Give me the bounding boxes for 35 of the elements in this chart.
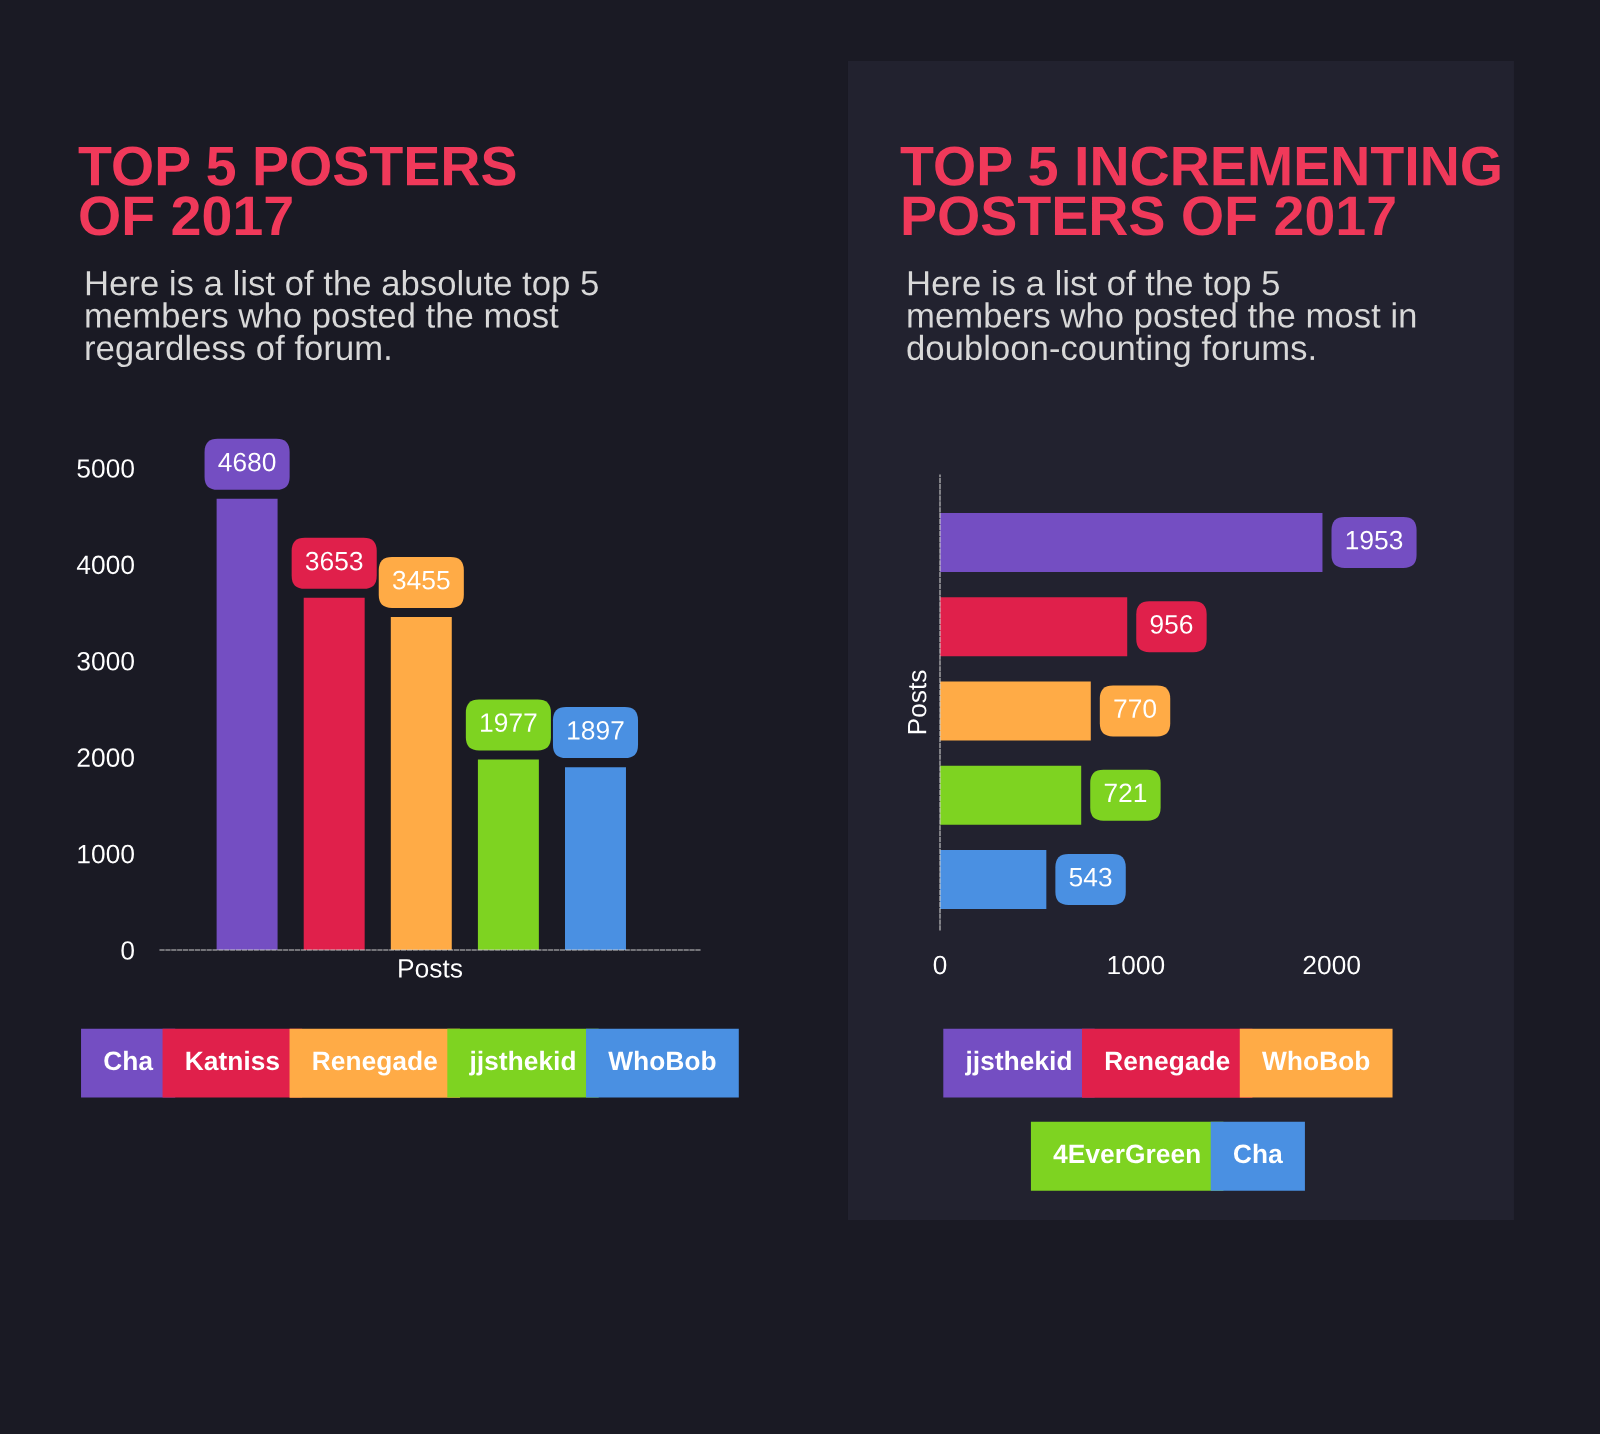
data-label: 3653 bbox=[305, 551, 363, 571]
text: jjsthekid bbox=[965, 1050, 1071, 1076]
text: Cha bbox=[1233, 1143, 1283, 1164]
data-label: 543 bbox=[1069, 867, 1112, 887]
data-label: 1953 bbox=[1346, 530, 1403, 550]
y-tick-label: 4000 bbox=[76, 555, 134, 575]
text: Cha bbox=[104, 1050, 154, 1071]
y-tick-label: 0 bbox=[121, 941, 134, 960]
text: WhoBob bbox=[608, 1050, 716, 1071]
chart-subtitle: Here is a list of the top 5 members who posted the most in doubloon-counting forums. bbox=[907, 270, 1416, 368]
chart-title: TOP 5 POSTERS OF 2017 bbox=[78, 146, 516, 236]
x-tick-label: 2000 bbox=[1303, 955, 1360, 975]
y-tick-label: 5000 bbox=[77, 459, 134, 478]
data-label: 1897 bbox=[568, 721, 624, 740]
x-tick-label: 1000 bbox=[1108, 955, 1165, 975]
x-axis-title: Posts bbox=[399, 959, 463, 978]
text: jjsthekid bbox=[469, 1050, 575, 1076]
y-tick-label: 2000 bbox=[77, 748, 134, 768]
data-label: 956 bbox=[1150, 615, 1193, 634]
y-tick-label: 1000 bbox=[78, 844, 134, 864]
text: WhoBob bbox=[1261, 1050, 1370, 1071]
text: Renegade bbox=[1105, 1050, 1230, 1076]
y-tick-label: 3000 bbox=[77, 651, 134, 671]
text: Katniss bbox=[186, 1050, 279, 1071]
data-label: 3455 bbox=[392, 570, 450, 590]
text: Renegade bbox=[313, 1050, 437, 1076]
y-axis-title: Posts bbox=[908, 670, 927, 734]
data-label: 770 bbox=[1114, 699, 1157, 719]
chart-title: TOP 5 INCREMENTING POSTERS OF 2017 bbox=[900, 146, 1500, 236]
data-label: 721 bbox=[1104, 783, 1147, 803]
x-tick-label: 0 bbox=[933, 955, 947, 975]
chart-subtitle: Here is a list of the absolute top 5 members who posted the most regardless of forum. bbox=[86, 270, 598, 368]
data-label: 4680 bbox=[218, 452, 276, 472]
data-label: 1977 bbox=[481, 713, 537, 732]
text: 4EverGreen bbox=[1053, 1144, 1200, 1164]
